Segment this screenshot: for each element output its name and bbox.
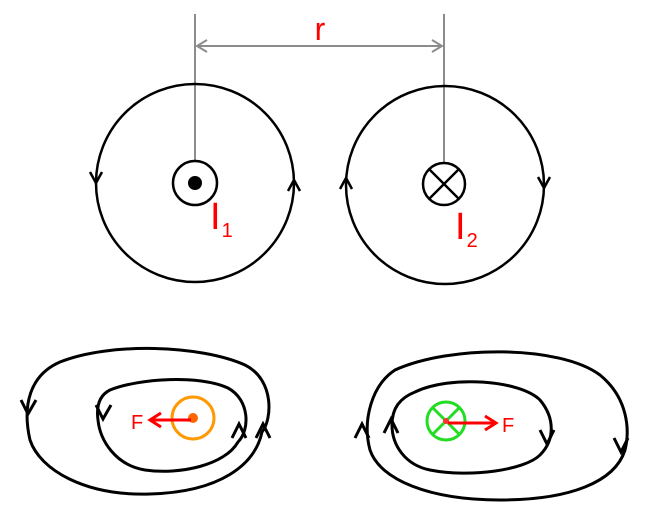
field-loop-inner-right	[390, 380, 553, 475]
force-arrow-right-icon	[448, 414, 499, 432]
current-2-label: I2	[455, 206, 478, 252]
force-label-right: F	[502, 415, 514, 437]
distance-dimension	[195, 39, 444, 53]
field-loop-inner-left	[96, 378, 248, 473]
field-loop-outer-left	[25, 346, 271, 496]
top-panel: r I1 I2	[88, 11, 552, 286]
field-loop-right	[344, 84, 546, 286]
field-arrow-right-up-icon	[338, 175, 354, 190]
field-arrow-bl-3-icon	[230, 420, 248, 439]
field-arrow-bl-1-icon	[19, 399, 38, 418]
field-arrow-bl-2-icon	[94, 404, 113, 423]
field-arrow-br-3-icon	[538, 429, 556, 448]
current-1-label: I1	[210, 196, 233, 242]
field-arrow-br-1-icon	[353, 420, 371, 439]
field-arrow-left-up-icon	[286, 177, 302, 192]
field-arrow-right-down-icon	[536, 176, 552, 191]
force-arrow-left-icon	[147, 411, 191, 429]
wire-1-bottom-icon	[170, 395, 216, 441]
force-label-left: F	[131, 412, 143, 434]
bottom-right-panel: F	[353, 350, 630, 502]
field-arrow-br-4-icon	[612, 437, 630, 456]
distance-label: r	[315, 11, 326, 47]
bottom-left-panel: F	[19, 346, 272, 496]
field-arrow-bl-4-icon	[254, 420, 272, 439]
wire-1-dot-icon	[171, 159, 219, 207]
wire-2-cross-icon	[421, 161, 467, 207]
field-loop-outer-right	[365, 350, 629, 502]
wire-2-bottom-icon	[425, 400, 467, 442]
field-arrow-br-2-icon	[382, 415, 400, 434]
field-arrow-left-down-icon	[88, 171, 104, 186]
